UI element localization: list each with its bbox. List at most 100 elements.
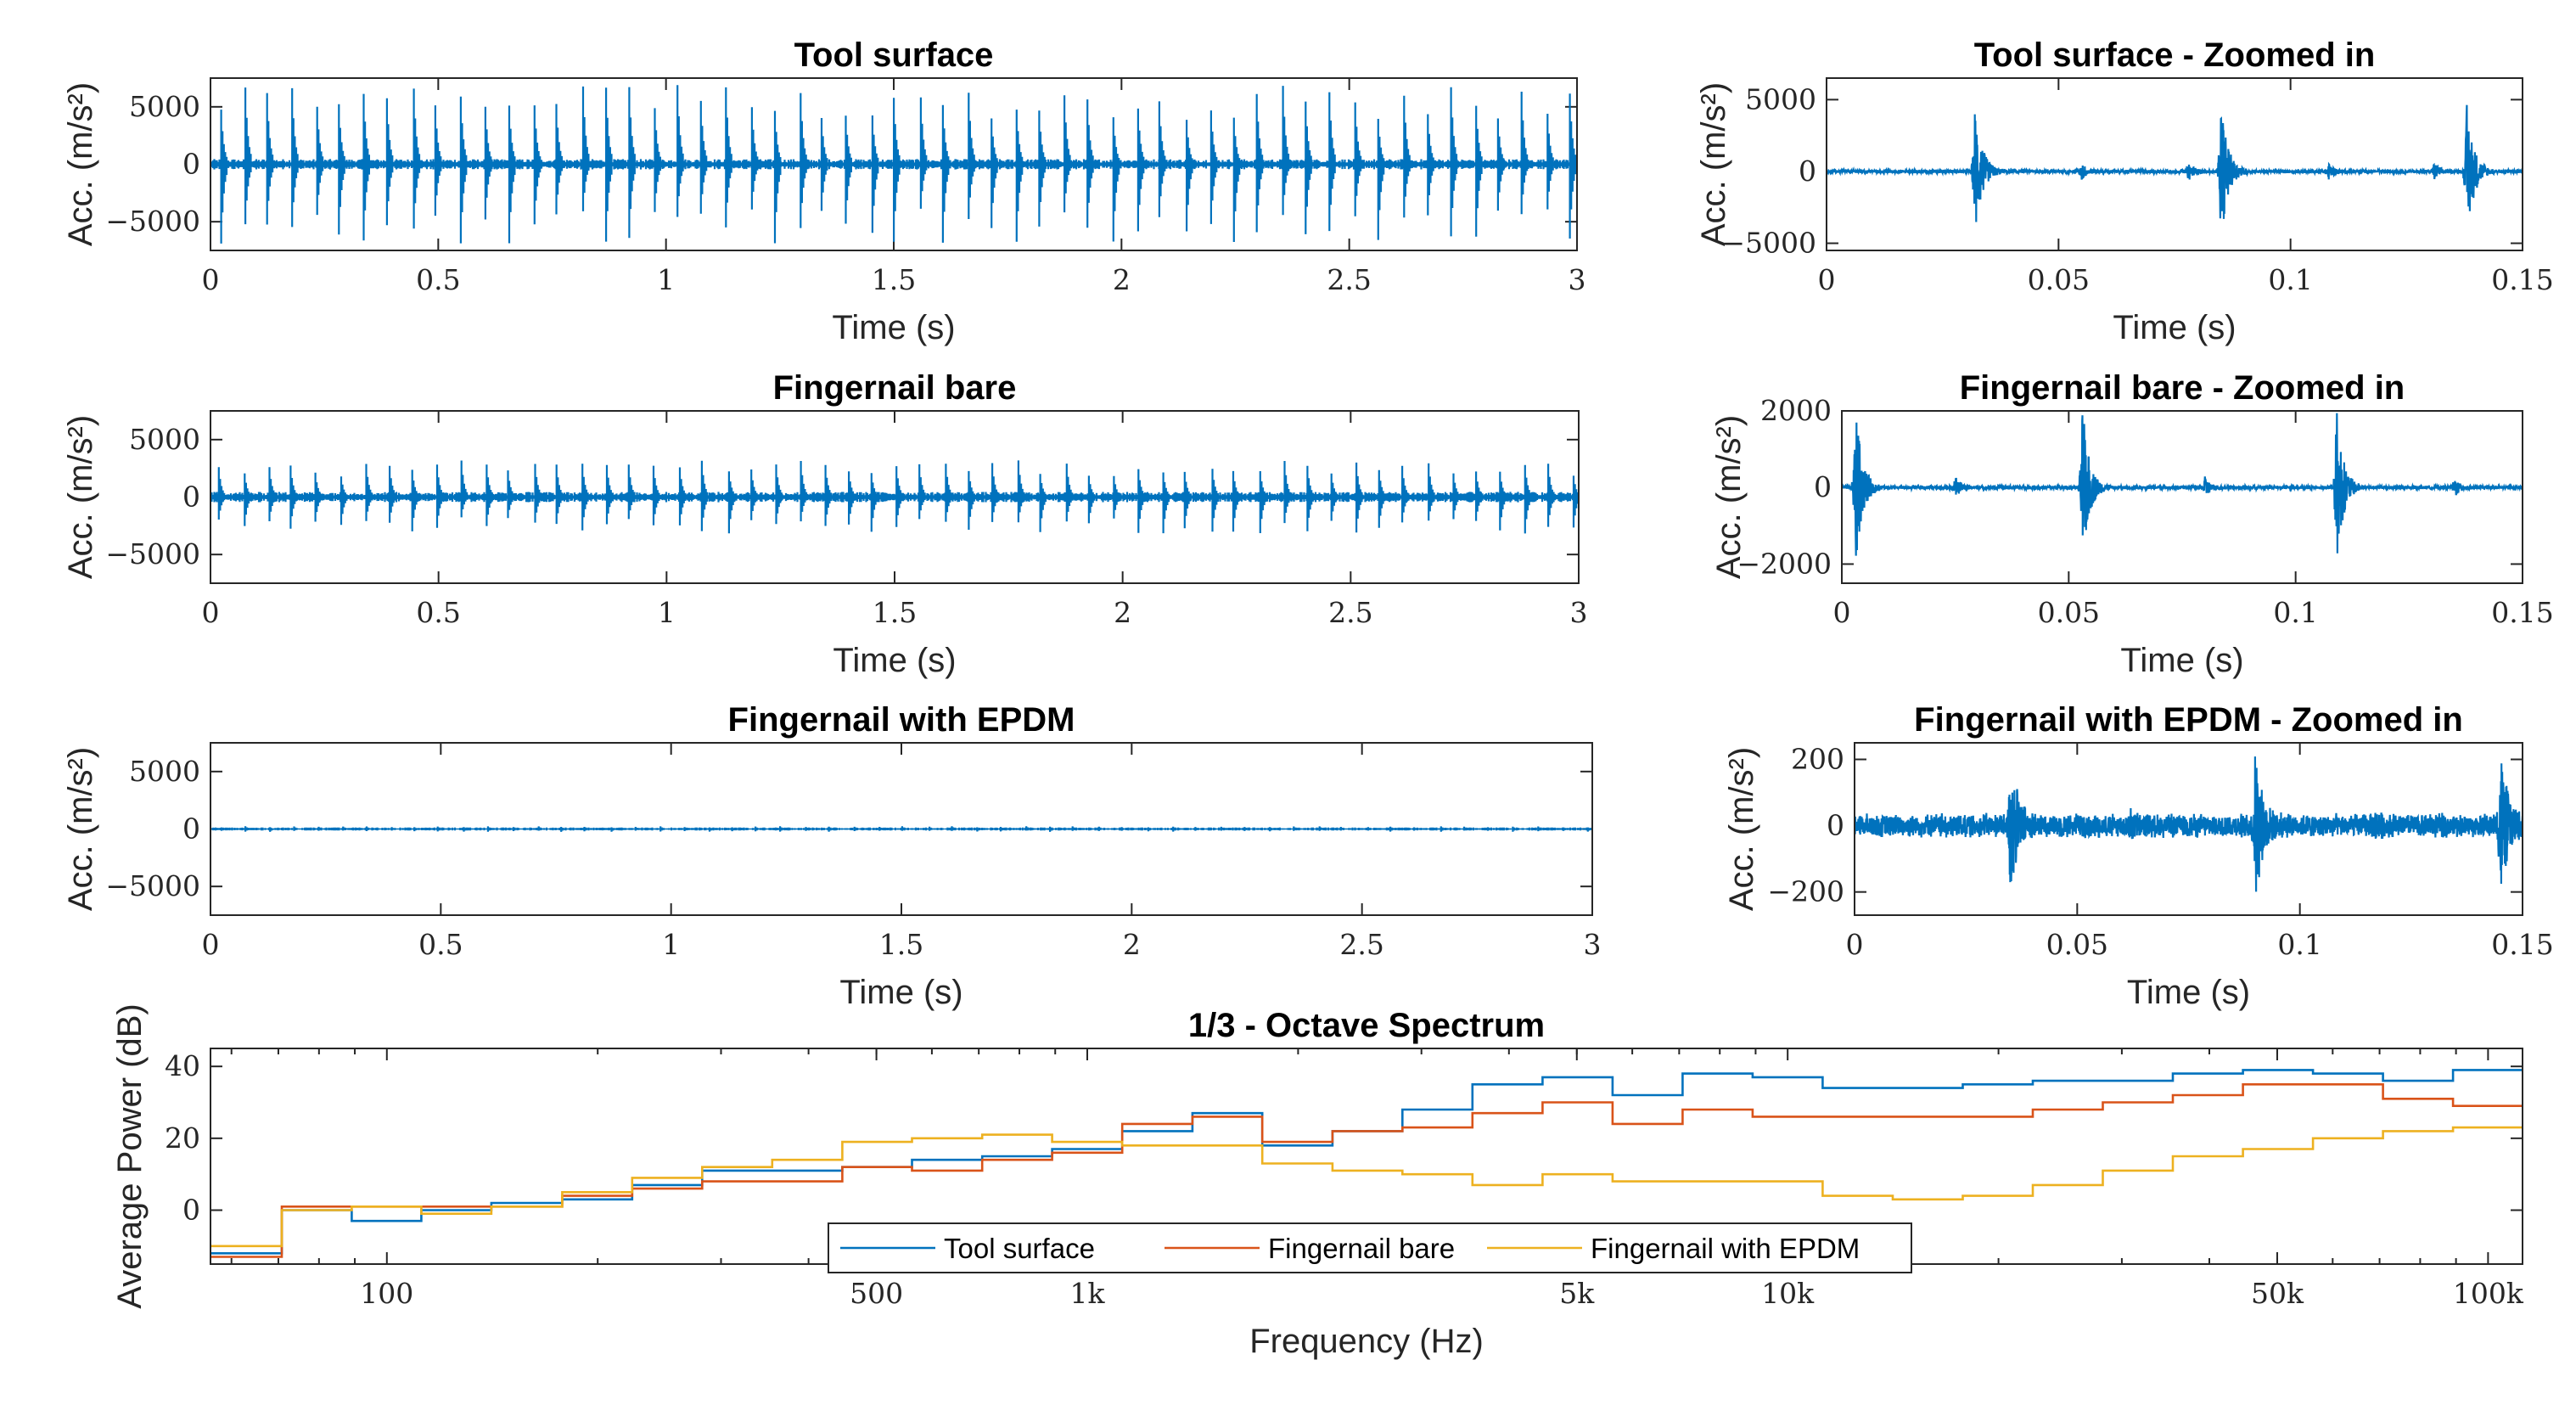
chart-title: Fingernail bare: [773, 369, 1017, 407]
y-tick-label: 2000: [1760, 394, 1832, 427]
waveform-group: [1827, 104, 2523, 222]
waveform-series: [210, 460, 1579, 534]
y-axis-label: Acc. (m/s²): [62, 415, 99, 579]
x-tick-label: 500: [850, 1277, 903, 1310]
axes-box: [210, 742, 1593, 916]
y-tick-label: 0: [182, 812, 200, 846]
x-tick-label: 0.5: [416, 596, 460, 629]
x-axis-label: Time (s): [832, 309, 955, 346]
axes-tool_zoom: Tool surface - Zoomed in 0 0.05 0.1 0.15 5000…: [1695, 37, 2554, 346]
y-tick-label: −5000: [1721, 227, 1816, 260]
waveform-group: [1842, 413, 2523, 556]
x-tick-label: 5k: [1559, 1277, 1595, 1310]
y-tick-label: 5000: [129, 755, 200, 788]
y-tick-label: 0: [182, 1194, 200, 1227]
waveform-series: [1842, 413, 2523, 556]
waveform-group: [210, 826, 1592, 832]
x-tick-label: 0: [1846, 928, 1864, 961]
y-tick-label: 0: [1827, 809, 1844, 842]
x-tick-label: 0: [202, 928, 220, 961]
x-tick-label: 3: [1584, 928, 1602, 961]
x-tick-label: 0: [202, 596, 220, 629]
waveform-group: [1855, 756, 2523, 892]
x-tick-label: 0.15: [2491, 263, 2553, 296]
y-tick-label: 200: [1791, 743, 1844, 776]
axes-box: [1841, 410, 2523, 584]
x-tick-label: 1: [658, 596, 676, 629]
spectrum-series-2: [210, 1126, 2523, 1248]
y-axis-label: Acc. (m/s²): [62, 82, 99, 246]
y-tick-label: 0: [182, 148, 200, 181]
y-tick-label: −5000: [105, 205, 200, 238]
x-tick-label: 1.5: [879, 928, 923, 961]
waveform-series: [210, 826, 1592, 832]
x-tick-label: 0.05: [2046, 928, 2108, 961]
y-tick-label: 5000: [129, 90, 200, 123]
chart-title: Tool surface: [794, 37, 994, 74]
x-tick-label: 2.5: [1328, 596, 1372, 629]
x-tick-label: 0.05: [2028, 263, 2090, 296]
waveform-series: [1855, 756, 2523, 892]
x-tick-label: 0.15: [2491, 596, 2553, 629]
x-tick-label: 1.5: [872, 263, 916, 296]
y-axis-label: Acc. (m/s²): [1723, 747, 1760, 911]
legend-box: [828, 1222, 1912, 1273]
x-tick-label: 3: [1570, 596, 1588, 629]
x-tick-label: 1: [657, 263, 675, 296]
axes-box: [210, 410, 1580, 584]
chart-title: Fingernail bare - Zoomed in: [1960, 369, 2405, 407]
y-tick-label: 0: [1799, 155, 1816, 188]
x-tick-label: 0.5: [418, 928, 463, 961]
legend-label: Fingernail bare: [1268, 1233, 1455, 1264]
chart-title: Fingernail with EPDM - Zoomed in: [1914, 701, 2463, 739]
x-axis-label: Time (s): [2127, 974, 2250, 1011]
y-axis-label: Average Power (dB): [111, 1003, 149, 1308]
x-tick-label: 0.05: [2038, 596, 2100, 629]
y-tick-label: −5000: [105, 869, 200, 902]
waveform-group: [210, 460, 1579, 534]
x-tick-label: 1: [662, 928, 680, 961]
axes-box: [1826, 77, 2523, 251]
x-tick-label: 0.1: [2268, 263, 2312, 296]
legend: Tool surface Fingernail bare Fingernail wi…: [828, 1222, 1912, 1273]
axes-spectrum: 1/3 - Octave Spectrum 100 500 1k 5k 10k 50k 100…: [111, 1003, 2524, 1360]
axes-box: [1854, 742, 2523, 916]
x-tick-label: 100k: [2453, 1277, 2524, 1310]
x-tick-label: 2: [1114, 596, 1131, 629]
legend-label: Fingernail with EPDM: [1591, 1233, 1860, 1264]
y-tick-label: −2000: [1737, 547, 1832, 580]
x-tick-label: 10k: [1761, 1277, 1815, 1310]
x-tick-label: 100: [360, 1277, 413, 1310]
y-axis-label: Acc. (m/s²): [1695, 82, 1732, 246]
x-tick-label: 2: [1123, 928, 1141, 961]
axes-epdm_zoom: Fingernail with EPDM - Zoomed in 0 0.05 0.1…: [1723, 701, 2554, 1011]
x-tick-label: 0: [1833, 596, 1851, 629]
y-tick-label: 0: [182, 481, 200, 514]
axes-bare_zoom: Fingernail bare - Zoomed in 0 0.05 0.1 0.15 2…: [1710, 369, 2554, 679]
spectrum-series-1: [210, 1083, 2523, 1258]
x-tick-label: 0: [202, 263, 220, 296]
x-tick-label: 0: [1818, 263, 1836, 296]
x-axis-label: Frequency (Hz): [1249, 1323, 1484, 1360]
y-tick-label: 40: [165, 1049, 200, 1082]
x-tick-label: 2.5: [1339, 928, 1383, 961]
y-tick-label: −5000: [105, 537, 200, 570]
x-axis-label: Time (s): [833, 642, 956, 679]
x-tick-label: 1.5: [873, 596, 917, 629]
waveform-series: [1827, 104, 2523, 222]
x-axis-label: Time (s): [839, 974, 962, 1011]
x-tick-label: 0.5: [416, 263, 460, 296]
x-tick-label: 0.1: [2277, 928, 2321, 961]
x-tick-label: 3: [1569, 263, 1586, 296]
y-tick-label: 20: [165, 1121, 200, 1155]
x-axis-label: Time (s): [2120, 642, 2243, 679]
waveform-series: [210, 85, 1577, 244]
waveform-group: [210, 85, 1577, 244]
x-tick-label: 2.5: [1327, 263, 1371, 296]
y-tick-label: 5000: [129, 423, 200, 456]
y-tick-label: 5000: [1745, 82, 1816, 115]
